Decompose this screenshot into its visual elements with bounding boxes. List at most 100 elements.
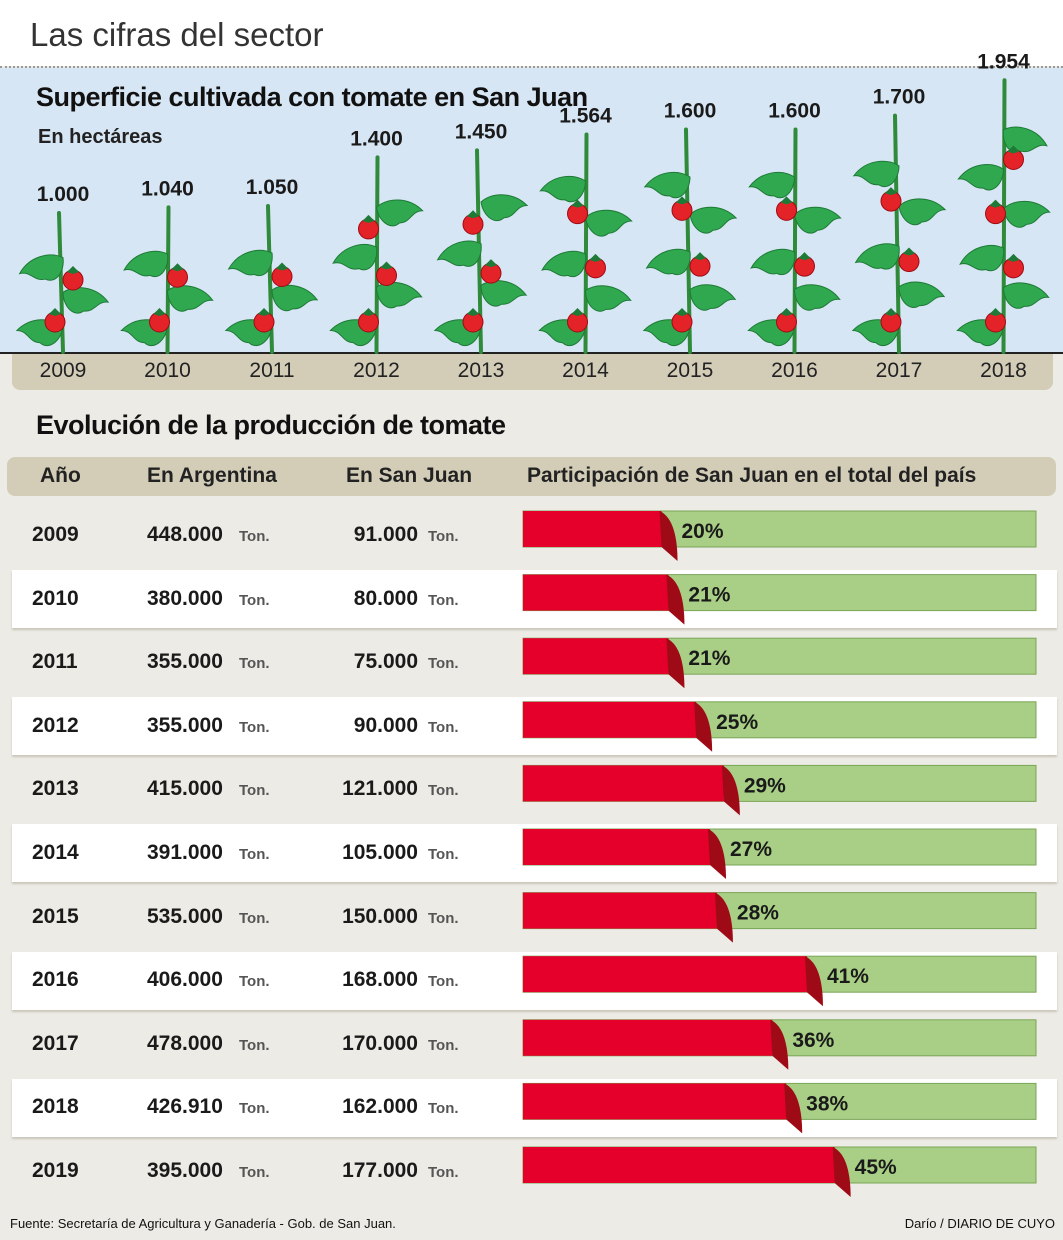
share-bar [522,764,1037,816]
san-juan-cell: 90.000 [353,713,418,737]
san-juan-cell: 80.000 [353,586,418,610]
area-value-label: 1.700 [873,86,926,109]
argentina-cell: 380.000 [147,586,223,610]
share-bar [522,574,1037,625]
share-label: 21% [688,584,730,607]
year-cell: 2016 [32,968,79,992]
share-bar [522,510,1037,561]
share-label: 38% [806,1092,848,1115]
share-bar-san-juan [523,638,669,675]
tomato-plant [538,132,633,354]
leaf-icon [1002,200,1051,228]
share-label: 29% [744,774,786,797]
area-value-label: 1.600 [768,100,821,123]
argentina-cell: 426.910 [147,1095,223,1119]
leaf-icon [332,244,378,271]
year-tick-label: 2009 [40,359,87,382]
san-juan-unit: Ton. [428,655,459,673]
area-value-label: 1.000 [37,183,90,206]
area-chart-title: Superficie cultivada con tomate en San J… [36,82,588,112]
tomato-plant [747,127,842,354]
argentina-unit: Ton. [239,909,270,927]
credit-note: Darío / DIARIO DE CUYO [904,1216,1055,1231]
leaf-icon [123,250,169,278]
year-tick-label: 2014 [562,359,609,382]
share-bar-san-juan [523,574,669,611]
share-label: 36% [792,1029,834,1052]
year-cell: 2018 [32,1095,79,1119]
share-bar-curl [832,1147,851,1197]
share-bar [522,892,1037,943]
san-juan-cell: 121.000 [342,777,418,801]
leaf-icon [166,285,214,312]
tomato-plant [224,204,319,354]
share-bar-curl [721,765,740,816]
leaf-icon [793,284,841,311]
leaf-icon [748,171,796,199]
san-juan-unit: Ton. [428,909,459,927]
year-tick-label: 2015 [667,359,714,382]
ground-line [0,352,1063,354]
leaf-icon [750,248,796,276]
share-bar-curl [659,511,678,561]
leaf-icon [1002,282,1050,309]
area-value-label: 1.564 [559,105,612,128]
share-bar [522,1146,1037,1197]
leaf-icon [271,284,319,312]
argentina-unit: Ton. [239,1100,270,1118]
area-value-label: 1.050 [246,176,299,199]
share-bar [522,955,1037,1007]
year-cell: 2015 [32,904,79,928]
leaf-icon [898,198,947,226]
tomato-plant-chart: 1.000 2009 1.040 2010 1.050 2011 1.400 2012 1.45… [15,50,1051,382]
san-juan-unit: Ton. [428,718,459,736]
leaf-icon [689,206,738,234]
production-table-title: Evolución de la producción de tomate [36,410,506,440]
share-label: 45% [855,1156,897,1179]
tomato-plant [851,113,947,354]
share-bar-san-juan [523,1083,787,1120]
area-value-label: 1.400 [350,127,403,150]
share-label: 21% [688,647,730,670]
header: Las cifras del sector [0,0,1063,66]
san-juan-unit: Ton. [428,528,459,545]
plant-stem [792,127,798,354]
san-juan-cell: 150.000 [342,904,418,928]
argentina-cell: 395.000 [147,1159,223,1182]
leaf-icon [959,245,1005,272]
column-header-san-juan: En San Juan [346,464,473,487]
san-juan-unit: Ton. [428,591,459,609]
plant-stem [893,113,901,354]
source-note: Fuente: Secretaría de Agricultura y Gana… [10,1216,396,1231]
argentina-unit: Ton. [239,655,270,673]
leaf-icon [436,240,482,267]
argentina-unit: Ton. [239,973,270,991]
leaf-icon [898,281,946,308]
table-header [7,457,1056,496]
argentina-unit: Ton. [239,1036,270,1054]
san-juan-unit: Ton. [428,1164,459,1181]
san-juan-cell: 91.000 [353,523,418,546]
argentina-cell: 355.000 [147,713,223,737]
leaf-icon [643,171,691,199]
argentina-unit: Ton. [239,528,270,545]
share-bar-san-juan [523,1019,773,1056]
share-bar-curl [666,638,685,689]
san-juan-cell: 177.000 [342,1159,418,1182]
argentina-cell: 415.000 [147,777,223,801]
year-cell: 2019 [32,1159,79,1182]
san-juan-cell: 168.000 [342,968,418,992]
year-axis-band [12,354,1053,390]
argentina-unit: Ton. [239,718,270,736]
san-juan-unit: Ton. [428,1036,459,1054]
share-label: 28% [737,902,779,925]
leaf-icon [793,206,842,234]
leaf-icon [645,248,691,276]
dotted-divider [0,66,1063,68]
leaf-icon [584,209,633,237]
argentina-cell: 391.000 [147,841,223,864]
share-label: 20% [682,520,724,543]
leaf-icon [854,243,900,270]
year-tick-label: 2013 [458,359,505,382]
